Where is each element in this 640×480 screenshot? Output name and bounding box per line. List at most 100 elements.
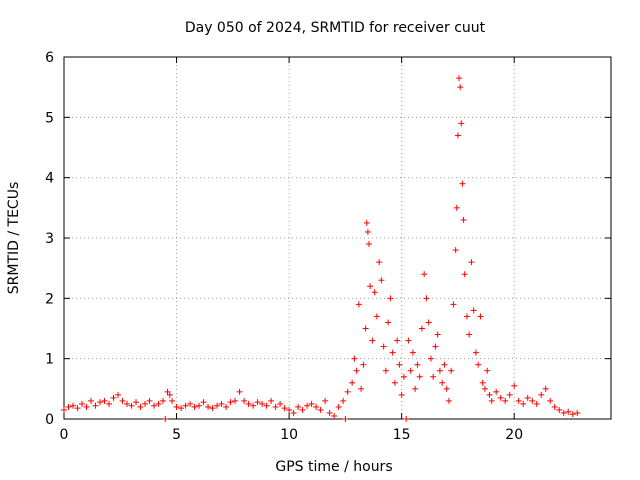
data-point [245,400,252,407]
data-point [538,391,545,398]
data-point [463,313,470,320]
data-point [385,319,392,326]
tick-layer: 0 5 10 15 20 0 1 2 3 4 5 6 [45,50,611,443]
data-point [355,301,362,308]
data-point [376,259,383,266]
data-point [367,283,374,290]
data-point [434,331,441,338]
data-point [209,405,216,412]
data-point [403,416,410,422]
x-tick-label: 15 [393,427,411,443]
data-point [382,367,389,374]
data-point [281,405,288,412]
x-tick-label: 10 [280,427,298,443]
data-point [191,403,198,410]
data-point [351,355,358,362]
data-point [369,337,376,344]
data-point [65,403,72,410]
data-point [304,402,311,409]
data-point [457,84,464,91]
data-point [542,385,549,392]
data-point [373,313,380,320]
data-point [79,400,86,407]
data-point [268,397,275,404]
data-point [412,385,419,392]
data-point [574,409,581,416]
data-point [414,361,421,368]
y-axis-label: SRMTID / TECUs [6,182,22,295]
data-point [133,399,140,406]
data-point [484,367,491,374]
data-point [488,397,495,404]
data-point [322,397,329,404]
data-point [142,400,149,407]
data-point [263,402,270,409]
data-point [119,397,126,404]
data-point [241,397,248,404]
data-point [466,331,473,338]
data-point [391,379,398,386]
data-point [551,403,558,410]
data-point [196,402,203,409]
data-point [524,394,531,401]
data-point [416,373,423,380]
data-point [272,403,279,410]
data-point [155,400,162,407]
data-point [88,397,95,404]
data-point [151,402,158,409]
data-point [363,219,370,226]
data-point [398,391,405,398]
data-point [569,411,576,418]
data-point [453,204,460,211]
x-tick-label: 0 [60,427,69,443]
data-point [83,403,90,410]
data-point [236,388,243,395]
data-point [418,325,425,332]
data-point [477,313,484,320]
data-point [335,403,342,410]
data-point [407,367,414,374]
data-point [115,391,122,398]
data-point [362,325,369,332]
chart-title: Day 050 of 2024, SRMTID for receiver cuu… [185,20,486,36]
data-point [529,397,536,404]
data-points [61,75,581,422]
data-point [110,394,117,401]
data-point [187,400,194,407]
data-point [511,382,518,389]
data-point [439,379,446,386]
data-point [378,277,385,284]
x-axis-label: GPS time / hours [275,459,392,475]
data-point [400,373,407,380]
data-point [394,337,401,344]
data-point [173,403,180,410]
data-point [214,402,221,409]
data-point [432,343,439,350]
data-point [250,402,257,409]
data-point [164,388,171,395]
data-point [295,403,302,410]
data-point [470,307,477,314]
data-point [308,400,315,407]
data-point [286,406,293,413]
data-point [70,402,77,409]
y-tick-label: 2 [45,291,54,307]
data-point [452,247,459,254]
data-point [547,397,554,404]
data-point [313,403,320,410]
data-point [178,405,185,412]
data-point [358,385,365,392]
data-point [497,394,504,401]
data-point [232,397,239,404]
data-point [458,120,465,127]
data-point [560,409,567,416]
data-point [169,397,176,404]
data-point [353,367,360,374]
data-point [427,355,434,362]
data-point [396,361,403,368]
data-point [409,349,416,356]
y-tick-label: 3 [45,231,54,247]
data-point [472,349,479,356]
data-point [218,400,225,407]
x-tick-label: 20 [505,427,523,443]
